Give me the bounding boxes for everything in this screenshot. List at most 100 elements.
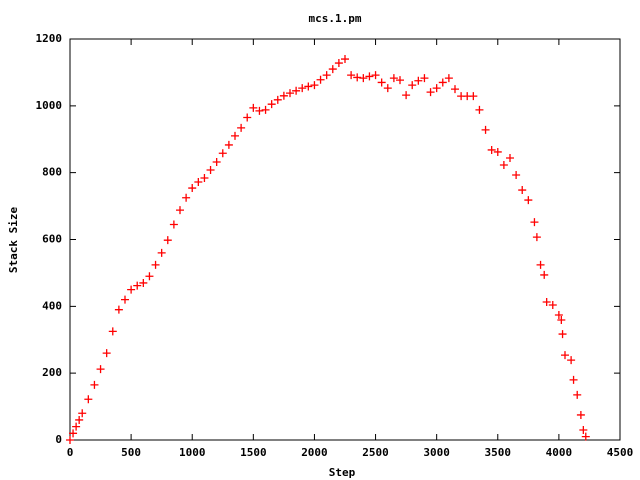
point bbox=[481, 125, 490, 134]
point bbox=[557, 316, 566, 325]
point bbox=[169, 220, 178, 229]
y-tick-label: 600 bbox=[42, 233, 62, 246]
point bbox=[389, 74, 398, 83]
point bbox=[322, 71, 331, 80]
point bbox=[576, 410, 585, 419]
x-tick-label: 4500 bbox=[607, 446, 634, 459]
y-tick-label: 1000 bbox=[36, 99, 63, 112]
point bbox=[554, 311, 563, 320]
y-tick-label: 1200 bbox=[36, 32, 63, 45]
x-tick-label: 2500 bbox=[362, 446, 389, 459]
point bbox=[273, 95, 282, 104]
point bbox=[365, 72, 374, 81]
x-tick-label: 1500 bbox=[240, 446, 267, 459]
point bbox=[108, 327, 117, 336]
point bbox=[377, 78, 386, 87]
x-tick-label: 4000 bbox=[546, 446, 573, 459]
point bbox=[432, 84, 441, 93]
point bbox=[414, 76, 423, 85]
point bbox=[212, 157, 221, 166]
point bbox=[371, 71, 380, 80]
point bbox=[102, 349, 111, 358]
point bbox=[157, 248, 166, 257]
x-tick-label: 3500 bbox=[485, 446, 512, 459]
point bbox=[347, 71, 356, 80]
point bbox=[383, 84, 392, 93]
point bbox=[475, 105, 484, 114]
point bbox=[426, 88, 435, 97]
point bbox=[359, 74, 368, 83]
point bbox=[316, 75, 325, 84]
x-tick-label: 500 bbox=[121, 446, 141, 459]
point bbox=[298, 84, 307, 93]
point bbox=[558, 330, 567, 339]
point bbox=[182, 193, 191, 202]
point bbox=[530, 218, 539, 227]
point bbox=[420, 74, 429, 83]
point bbox=[518, 186, 527, 195]
point bbox=[512, 171, 521, 180]
point bbox=[506, 153, 514, 162]
point bbox=[524, 196, 533, 205]
point bbox=[396, 76, 404, 85]
point bbox=[237, 123, 246, 132]
point bbox=[540, 270, 549, 279]
x-tick-label: 2000 bbox=[301, 446, 328, 459]
point bbox=[145, 272, 154, 281]
point bbox=[532, 233, 541, 242]
point bbox=[121, 295, 129, 304]
chart-title: mcs.1.pm bbox=[309, 12, 362, 25]
point bbox=[536, 260, 545, 269]
point bbox=[255, 106, 264, 115]
point bbox=[231, 131, 239, 140]
point bbox=[224, 140, 233, 149]
point bbox=[499, 160, 508, 169]
x-tick-label: 3000 bbox=[423, 446, 450, 459]
point bbox=[310, 81, 319, 90]
x-tick-label: 1000 bbox=[179, 446, 206, 459]
point bbox=[542, 297, 551, 306]
point bbox=[139, 278, 148, 287]
point bbox=[493, 147, 502, 156]
point bbox=[78, 409, 87, 418]
point bbox=[163, 236, 172, 245]
point bbox=[243, 113, 252, 122]
point bbox=[218, 149, 227, 158]
point bbox=[90, 380, 99, 389]
point bbox=[279, 91, 288, 100]
x-tick-label: 0 bbox=[67, 446, 74, 459]
point bbox=[567, 356, 576, 365]
point bbox=[267, 100, 276, 109]
point bbox=[75, 415, 84, 424]
point bbox=[438, 78, 447, 87]
point bbox=[96, 365, 105, 374]
point bbox=[84, 395, 93, 404]
point bbox=[127, 285, 136, 294]
point bbox=[114, 305, 123, 314]
y-tick-label: 800 bbox=[42, 166, 62, 179]
point bbox=[188, 184, 197, 193]
point bbox=[561, 351, 569, 360]
y-tick-label: 200 bbox=[42, 366, 62, 379]
y-axis-label: Stack Size bbox=[7, 207, 20, 274]
point bbox=[353, 73, 362, 82]
point bbox=[579, 425, 588, 434]
point bbox=[569, 375, 578, 384]
y-tick-label: 400 bbox=[42, 299, 62, 312]
point bbox=[286, 89, 294, 98]
point bbox=[194, 178, 203, 187]
point bbox=[261, 105, 270, 114]
point bbox=[206, 165, 215, 174]
point bbox=[444, 74, 453, 83]
point bbox=[341, 55, 349, 64]
point bbox=[487, 145, 496, 154]
point bbox=[66, 436, 74, 444]
point bbox=[573, 390, 582, 399]
point bbox=[408, 81, 417, 90]
point bbox=[451, 85, 459, 94]
point bbox=[581, 432, 590, 441]
point bbox=[200, 174, 209, 183]
point bbox=[402, 91, 411, 100]
point bbox=[304, 82, 313, 91]
